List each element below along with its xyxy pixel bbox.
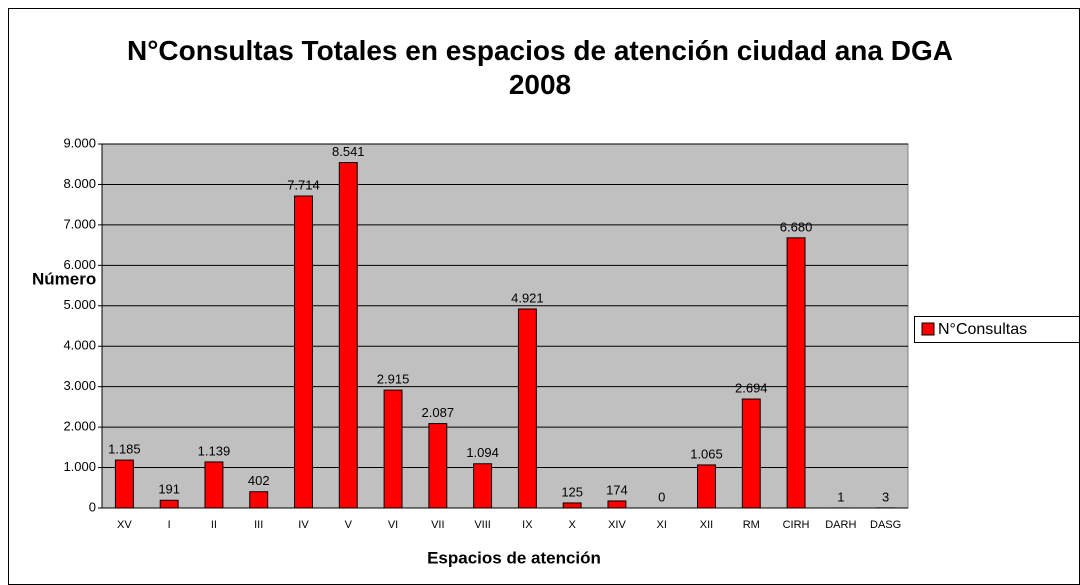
y-tick-label: 0 (89, 499, 96, 514)
x-tick-label: V (345, 519, 353, 531)
bar (741, 398, 761, 509)
bar (473, 463, 493, 509)
y-axis-label: Número (32, 269, 96, 288)
bar (114, 459, 134, 509)
x-tick-label: VII (431, 519, 444, 531)
data-label: 1.185 (108, 442, 141, 457)
bar (607, 500, 627, 509)
y-tick-label: 2.000 (63, 419, 96, 434)
x-tick-label: II (211, 519, 217, 531)
legend-swatch (921, 322, 935, 336)
bar (428, 423, 448, 509)
x-tick-label: X (568, 519, 576, 531)
y-tick-label: 8.000 (63, 176, 96, 191)
data-label: 2.915 (377, 372, 410, 387)
x-tick-label: VI (388, 519, 398, 531)
data-label: 1 (837, 489, 844, 504)
x-tick-label: XIV (608, 519, 626, 531)
y-tick-label: 3.000 (63, 378, 96, 393)
x-tick-label: CIRH (783, 519, 810, 531)
x-tick-label: RM (743, 519, 760, 531)
y-tick-label: 9.000 (63, 135, 96, 150)
x-tick-label: I (168, 519, 171, 531)
bar (294, 195, 313, 509)
bar (338, 162, 358, 509)
bar (697, 464, 716, 509)
bar (249, 491, 269, 509)
plot-area (101, 143, 909, 509)
data-label: 1.139 (198, 443, 231, 458)
x-tick-label: DASG (870, 519, 901, 531)
data-label: 2.087 (422, 405, 455, 420)
data-label: 1.094 (466, 445, 499, 460)
y-tick-label: 1.000 (63, 459, 96, 474)
chart-title: N°Consultas Totales en espacios de atenc… (127, 35, 953, 100)
x-tick-label: IX (522, 519, 533, 531)
data-label: 402 (248, 473, 270, 488)
x-tick-label: IV (298, 519, 309, 531)
bar (383, 389, 403, 509)
x-tick-label: XV (117, 519, 132, 531)
x-tick-label: III (254, 519, 263, 531)
data-label: 191 (158, 482, 180, 497)
data-label: 6.680 (780, 219, 813, 234)
x-tick-label: VIII (474, 519, 491, 531)
x-tick-label: DARH (825, 519, 856, 531)
x-tick-label: XII (700, 519, 713, 531)
data-label: 3 (882, 489, 889, 504)
data-label: 7.714 (287, 177, 320, 192)
data-label: 1.065 (690, 446, 723, 461)
bar (159, 499, 179, 509)
data-label: 8.541 (332, 144, 365, 159)
x-axis-label: Espacios de atención (427, 548, 601, 567)
data-label: 125 (561, 484, 583, 499)
bar (204, 461, 224, 509)
y-tick-label: 7.000 (63, 216, 96, 231)
legend-box (914, 316, 1080, 343)
legend-label: N°Consultas (938, 321, 1027, 338)
bar (517, 308, 537, 509)
data-label: 4.921 (511, 290, 544, 305)
data-label: 0 (658, 489, 665, 504)
x-tick-label: XI (657, 519, 667, 531)
y-tick-label: 5.000 (63, 297, 96, 312)
y-tick-label: 4.000 (63, 338, 96, 353)
data-label: 174 (606, 482, 628, 497)
data-label: 2.694 (735, 380, 768, 395)
y-tick-label: 6.000 (63, 257, 96, 272)
bar (562, 502, 582, 509)
bar (786, 237, 806, 509)
